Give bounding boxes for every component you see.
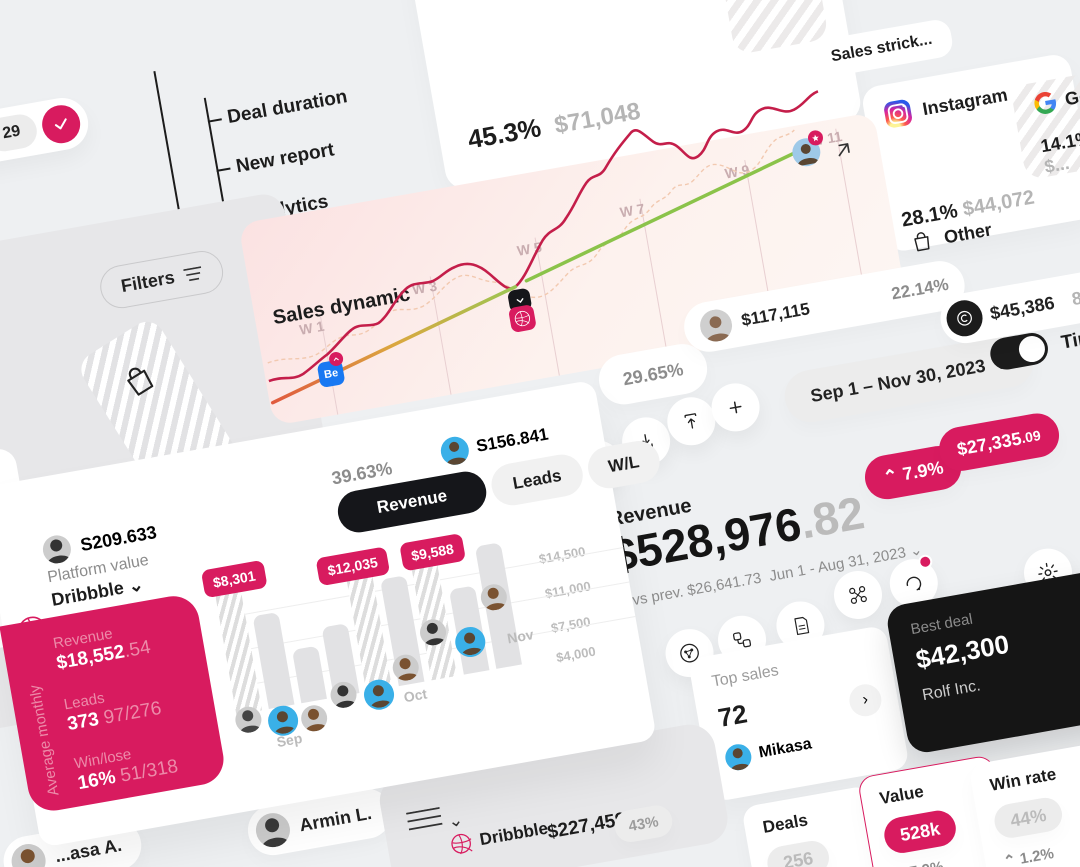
svg-text:W 1: W 1 bbox=[298, 318, 326, 338]
svg-text:W 7: W 7 bbox=[619, 200, 647, 220]
